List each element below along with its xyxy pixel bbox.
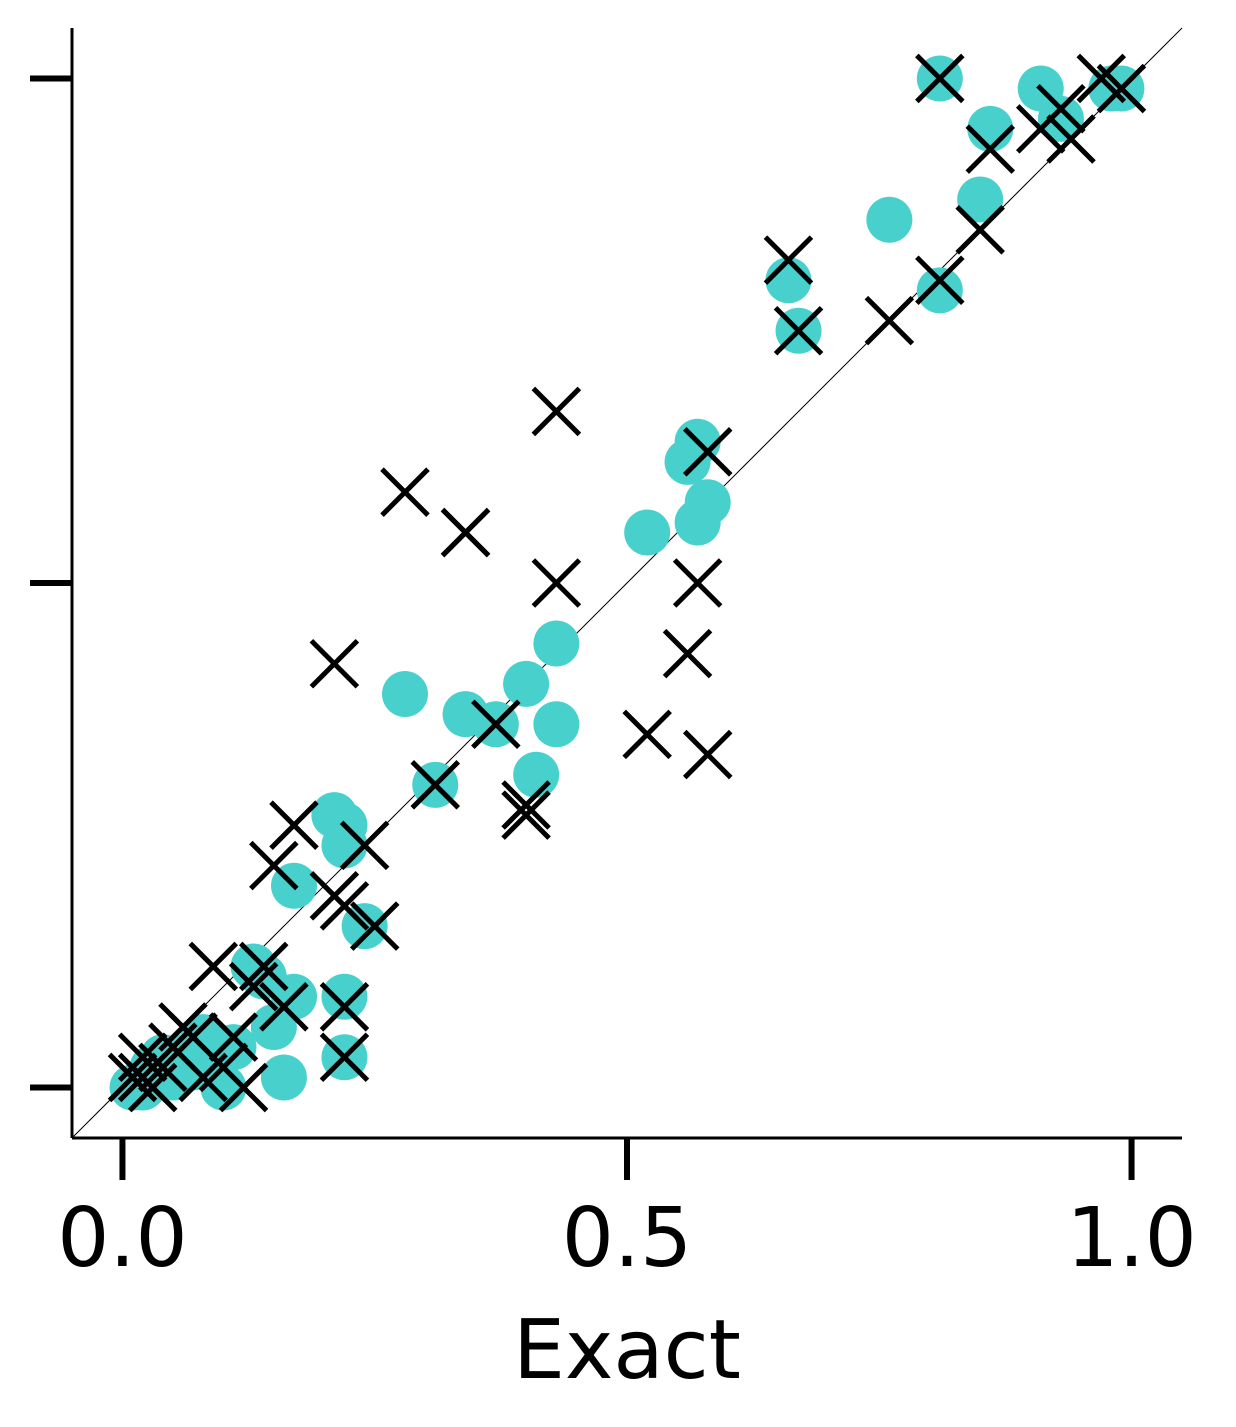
- circle-point: [674, 499, 721, 546]
- x-point: [440, 507, 491, 558]
- x-point: [622, 709, 672, 760]
- circle-point: [916, 267, 963, 314]
- x-point: [249, 840, 299, 891]
- x-point: [269, 800, 319, 850]
- x-point: [228, 961, 279, 1012]
- circle-point: [513, 751, 560, 798]
- circle-point: [533, 701, 580, 748]
- x-point: [319, 881, 370, 931]
- circle-point: [866, 196, 913, 243]
- x-point: [117, 1032, 168, 1083]
- x-point: [380, 467, 430, 517]
- x-point: [955, 205, 1005, 255]
- x-point: [208, 1012, 259, 1062]
- ticks: 0.0 0.5 1.0: [30, 75, 1197, 1286]
- circle-point: [664, 438, 711, 485]
- circle-point: [1037, 95, 1084, 142]
- x-point: [531, 558, 582, 608]
- x-point: [188, 941, 239, 992]
- x-point: [682, 427, 733, 477]
- x-point: [672, 558, 723, 608]
- x-point: [309, 638, 360, 689]
- circle-point: [503, 660, 550, 707]
- x-point: [501, 790, 551, 840]
- x-axis-label: Exact: [513, 1303, 741, 1398]
- circle-point: [321, 973, 368, 1020]
- x-point: [1015, 104, 1066, 154]
- x-marker-series: [107, 53, 1147, 1113]
- circle-point: [533, 620, 580, 667]
- x-tick-label: 0.5: [562, 1191, 692, 1286]
- x-point: [319, 1032, 370, 1083]
- x-point: [682, 729, 733, 780]
- circle-point: [250, 1004, 297, 1050]
- x-point: [864, 295, 915, 346]
- x-point: [915, 53, 965, 104]
- x-point: [410, 760, 461, 810]
- circle-point: [967, 105, 1014, 152]
- x-point: [662, 628, 713, 679]
- x-point: [1096, 63, 1147, 114]
- x-point: [965, 124, 1016, 174]
- x-point: [218, 1062, 269, 1113]
- x-point: [915, 255, 965, 306]
- x-point: [349, 901, 400, 951]
- x-point: [773, 305, 824, 356]
- x-tick-label: 1.0: [1066, 1191, 1196, 1286]
- x-point: [339, 820, 390, 871]
- x-point: [168, 1012, 218, 1062]
- x-point: [531, 386, 582, 437]
- x-point: [501, 780, 551, 830]
- circle-point: [382, 671, 428, 717]
- x-point: [259, 982, 309, 1032]
- x-point: [1046, 114, 1096, 164]
- circle-point: [957, 176, 1004, 223]
- circle-point: [321, 822, 368, 869]
- circle-point: [260, 1054, 307, 1101]
- x-point: [763, 235, 814, 285]
- x-point: [319, 982, 370, 1032]
- x-point: [471, 699, 521, 750]
- x-tick-label: 0.0: [57, 1191, 187, 1286]
- circle-point: [624, 509, 671, 556]
- circle-point: [765, 257, 812, 304]
